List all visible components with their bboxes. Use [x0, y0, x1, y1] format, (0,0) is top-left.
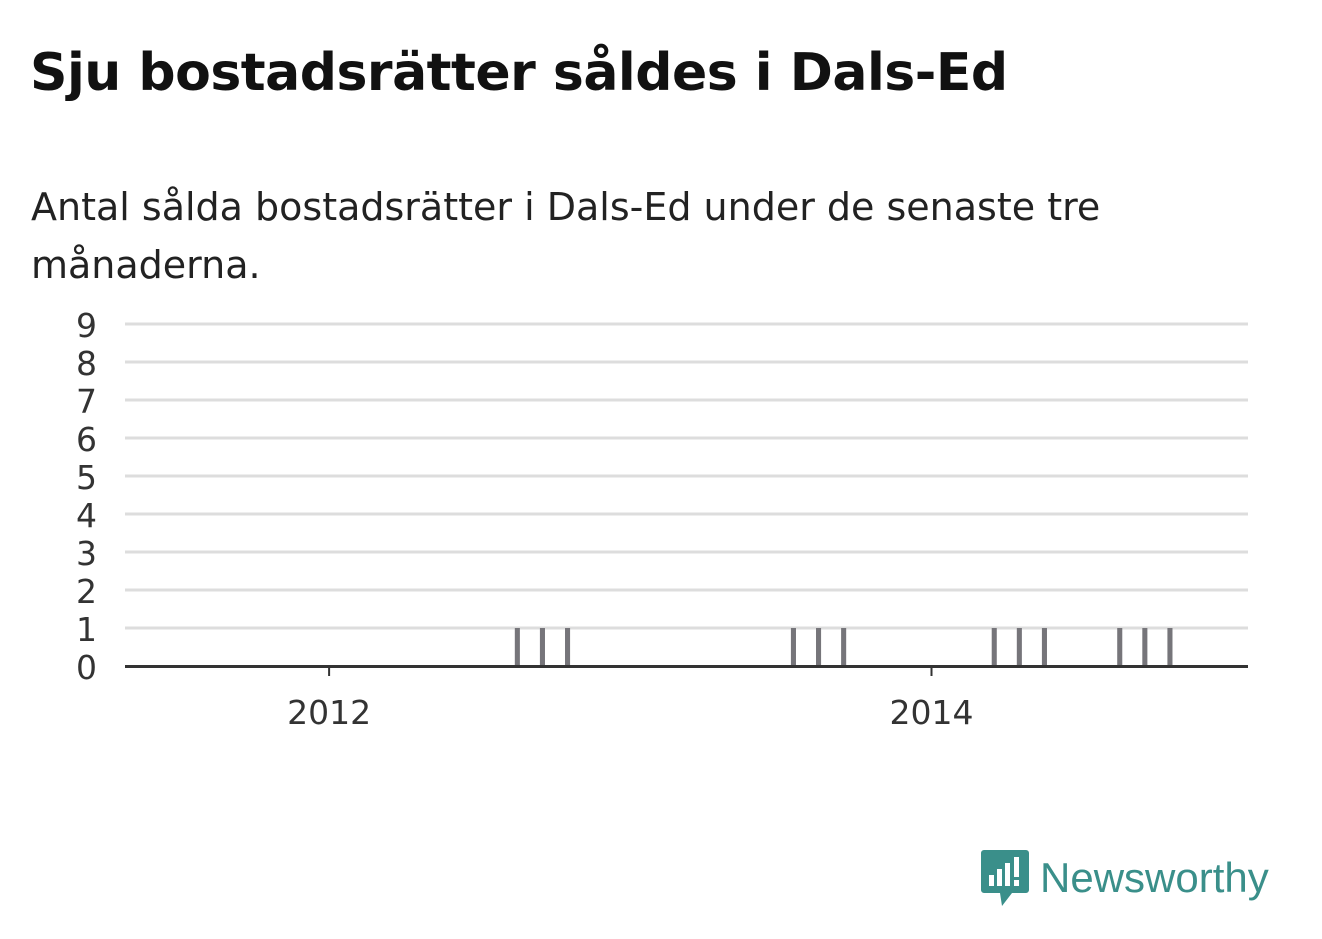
page-title: Sju bostadsrätter såldes i Dals-Ed	[30, 43, 1008, 103]
y-tick-label: 1	[76, 610, 97, 649]
newsworthy-logo: Newsworthy	[980, 848, 1269, 908]
x-axis-ticks: 2012201420162019202120232025	[287, 666, 974, 732]
bar	[1016, 628, 1022, 666]
y-tick-label: 4	[76, 496, 97, 535]
y-tick-label: 9	[76, 306, 97, 345]
bar	[1142, 628, 1148, 666]
y-tick-label: 7	[76, 382, 97, 421]
bar	[991, 628, 997, 666]
y-tick-label: 3	[76, 534, 97, 573]
chart-grid	[125, 322, 1248, 630]
bar	[1167, 628, 1173, 666]
y-tick-label: 2	[76, 572, 97, 611]
bar	[841, 628, 847, 666]
newsworthy-bar-chart-icon	[981, 850, 1029, 906]
bar	[790, 628, 796, 666]
newsworthy-brand-name: Newsworthy	[1040, 854, 1269, 901]
chart-bars	[514, 628, 1173, 666]
y-tick-label: 6	[76, 420, 97, 459]
y-tick-label: 5	[76, 458, 97, 497]
x-tick-label: 2012	[287, 693, 371, 732]
bar	[539, 628, 545, 666]
bar	[1117, 628, 1123, 666]
bar	[816, 628, 822, 666]
x-tick-label: 2014	[890, 693, 974, 732]
bar	[565, 628, 571, 666]
page-subtitle: Antal sålda bostadsrätter i Dals-Ed unde…	[31, 185, 1101, 287]
y-tick-label: 0	[76, 648, 97, 687]
y-tick-label: 8	[76, 344, 97, 383]
bar	[1041, 628, 1047, 666]
bar	[514, 628, 520, 666]
